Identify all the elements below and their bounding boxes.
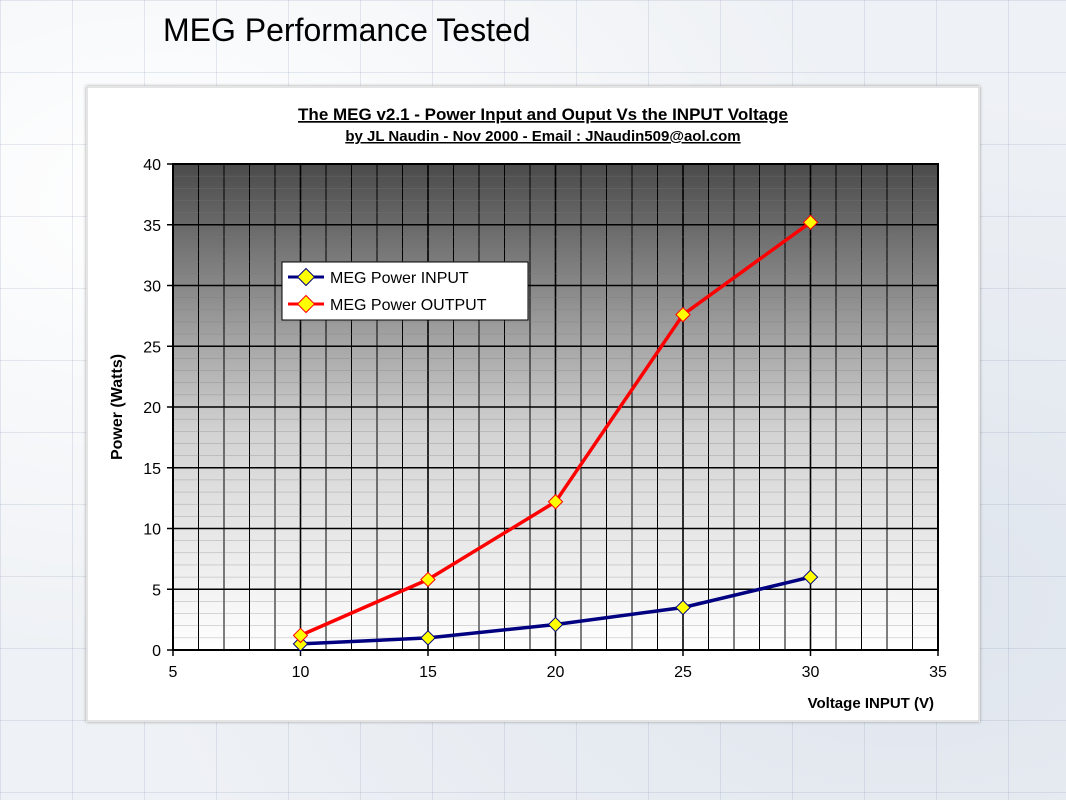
series-layer — [292, 214, 819, 652]
legend-item-output: MEG Power OUTPUT — [288, 294, 487, 314]
slide-title: MEG Performance Tested — [163, 12, 531, 48]
chart-frame: The MEG v2.1 - Power Input and Ouput Vs … — [86, 86, 980, 722]
y-tick-label: 10 — [143, 522, 161, 539]
x-tick-label: 15 — [419, 664, 437, 681]
data-point-marker — [292, 627, 309, 644]
y-tick-label: 30 — [143, 279, 161, 296]
x-tick-label: 35 — [929, 664, 947, 681]
legend-item-input: MEG Power INPUT — [288, 267, 469, 287]
y-tick-label: 15 — [143, 461, 161, 478]
x-tick-label: 25 — [674, 664, 692, 681]
data-point-marker — [420, 630, 436, 646]
y-tick-label: 5 — [152, 582, 161, 599]
chart-title: The MEG v2.1 - Power Input and Ouput Vs … — [298, 105, 788, 124]
data-point-marker — [802, 214, 819, 231]
series-output — [292, 214, 819, 644]
chart-subtitle: by JL Naudin - Nov 2000 - Email : JNaudi… — [345, 128, 740, 145]
y-axis-label: Power (Watts) — [109, 354, 126, 460]
data-point-marker — [420, 571, 436, 588]
line-chart: The MEG v2.1 - Power Input and Ouput Vs … — [86, 86, 980, 722]
x-tick-label: 30 — [802, 664, 820, 681]
data-point-marker — [675, 306, 691, 323]
legend-label-input: MEG Power INPUT — [330, 270, 469, 287]
y-tick-label: 40 — [143, 157, 161, 174]
data-point-marker — [802, 569, 819, 585]
data-point-marker — [547, 493, 564, 510]
x-tick-label: 5 — [169, 664, 178, 681]
legend-label-output: MEG Power OUTPUT — [330, 297, 487, 314]
series-input — [292, 569, 819, 652]
x-tick-label: 10 — [292, 664, 310, 681]
y-tick-label: 0 — [152, 643, 161, 660]
y-tick-label: 35 — [143, 218, 161, 235]
y-tick-label: 20 — [143, 400, 161, 417]
x-tick-label: 20 — [547, 664, 565, 681]
x-axis-label: Voltage INPUT (V) — [808, 695, 934, 712]
grid-lines — [173, 164, 938, 650]
data-point-marker — [675, 599, 691, 616]
legend: MEG Power INPUT MEG Power OUTPUT — [281, 261, 529, 321]
data-point-marker — [547, 616, 564, 633]
legend-box — [281, 261, 529, 321]
data-point-marker — [292, 636, 309, 652]
y-tick-label: 25 — [143, 339, 161, 356]
